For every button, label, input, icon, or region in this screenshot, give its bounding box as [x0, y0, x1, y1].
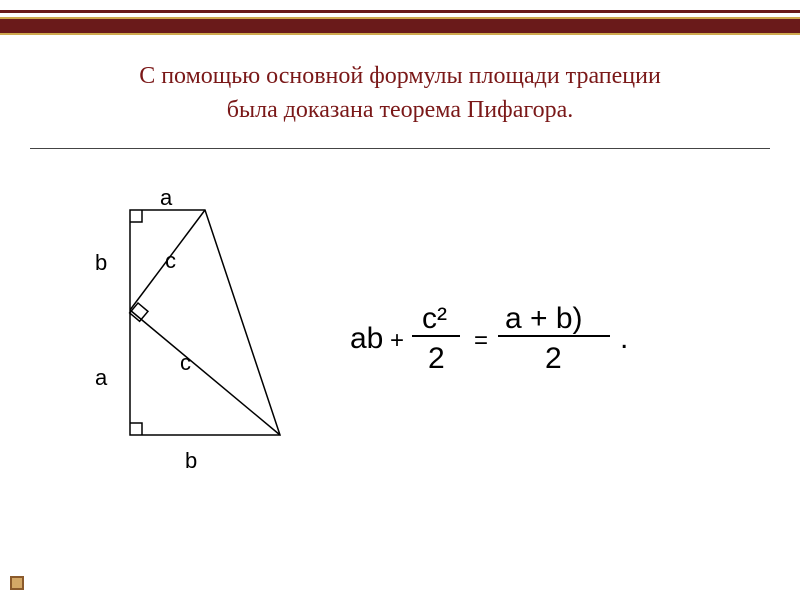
corner-ornament	[10, 576, 24, 590]
f-c2: c²	[422, 302, 447, 335]
trapezoid-outline	[130, 210, 280, 435]
label-c-upper: c	[165, 248, 176, 274]
formula-block: ab + c² 2 = a + b) 2 .	[350, 290, 770, 390]
f-apb: a + b)	[505, 302, 583, 335]
label-c-lower: c	[180, 350, 191, 376]
title-underline	[30, 148, 770, 149]
right-angle-bottom-left	[130, 423, 142, 435]
slide-title: С помощью основной формулы площади трапе…	[0, 60, 800, 127]
label-a-top: a	[160, 185, 172, 211]
f-dot: .	[620, 322, 628, 355]
bar-thin	[0, 10, 800, 13]
label-a-left: a	[95, 365, 107, 391]
right-angle-top-left	[130, 210, 142, 222]
geometry-figure: a b c a c b	[90, 190, 290, 460]
bar-thick	[0, 17, 800, 35]
title-line-2: была доказана теорема Пифагора.	[0, 94, 800, 128]
f-ab: ab	[350, 322, 383, 355]
formula-svg: ab + c² 2 = a + b) 2 .	[350, 290, 770, 390]
f-den2: 2	[545, 342, 562, 375]
title-line-1: С помощью основной формулы площади трапе…	[0, 60, 800, 94]
f-den1: 2	[428, 342, 445, 375]
label-b-bottom: b	[185, 448, 197, 474]
f-plus1: +	[390, 327, 404, 354]
hypotenuse-lower	[130, 310, 280, 435]
trapezoid-svg	[90, 190, 310, 480]
header-bars	[0, 10, 800, 35]
label-b-left: b	[95, 250, 107, 276]
f-eq: =	[474, 327, 488, 354]
